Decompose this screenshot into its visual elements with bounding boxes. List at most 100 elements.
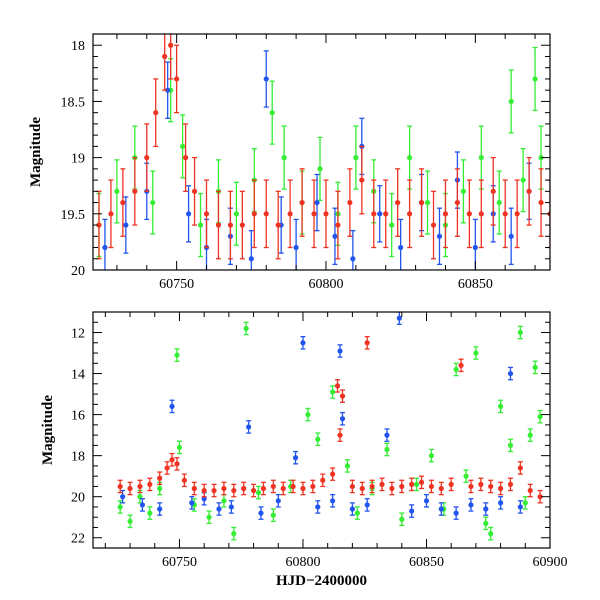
data-point	[520, 177, 526, 183]
data-point	[181, 477, 187, 483]
data-point	[497, 403, 504, 409]
data-point	[201, 496, 207, 502]
data-point	[153, 110, 159, 116]
data-point	[169, 403, 175, 409]
data-point	[293, 244, 299, 251]
data-point	[132, 188, 138, 194]
data-point	[164, 465, 170, 471]
y-axis-label: Magnitude	[40, 395, 56, 465]
data-point	[280, 485, 286, 492]
x-tick-label: 60800	[308, 277, 343, 292]
data-point	[231, 531, 237, 537]
data-point	[139, 502, 146, 508]
data-point	[407, 211, 413, 217]
data-point	[350, 256, 356, 262]
data-point	[168, 42, 174, 48]
data-point	[117, 504, 123, 510]
data-point	[315, 436, 321, 442]
data-point	[538, 199, 544, 206]
data-point	[180, 143, 186, 149]
data-point	[185, 211, 192, 217]
data-point	[258, 510, 264, 516]
data-point	[463, 473, 469, 479]
data-point	[96, 222, 102, 228]
data-point	[339, 393, 346, 399]
data-point	[454, 199, 461, 206]
data-point	[335, 222, 341, 228]
data-point	[359, 485, 365, 492]
series-2	[96, 34, 550, 260]
data-point	[221, 485, 227, 492]
data-point	[436, 233, 443, 239]
x-tick-label: 60800	[285, 555, 320, 570]
y-tick-label: 14	[71, 368, 85, 383]
x-axis-label: HJD−2400000	[276, 573, 367, 589]
data-point	[108, 211, 114, 217]
data-point	[246, 424, 252, 430]
series-1	[102, 50, 532, 270]
plot-frame	[92, 33, 551, 271]
data-point	[496, 199, 502, 206]
data-point	[399, 516, 405, 522]
data-point	[117, 483, 123, 490]
data-point	[251, 211, 257, 217]
data-point	[162, 53, 168, 60]
data-point	[460, 188, 466, 194]
data-point	[438, 506, 444, 512]
y-tick-label: 19.5	[61, 208, 86, 223]
data-point	[508, 98, 514, 105]
data-point	[147, 510, 153, 516]
data-point	[157, 475, 163, 481]
x-tick-label: 60850	[409, 555, 444, 570]
data-point	[320, 477, 326, 483]
data-point	[221, 498, 227, 504]
data-point	[211, 487, 217, 494]
data-point	[197, 222, 204, 228]
data-point	[488, 483, 494, 490]
data-point	[120, 494, 126, 500]
series-1	[120, 312, 523, 520]
series-0	[117, 321, 543, 541]
data-point	[290, 483, 296, 490]
data-point	[537, 494, 543, 500]
data-point	[344, 463, 351, 469]
data-point	[339, 416, 346, 422]
data-point	[517, 465, 523, 471]
y-tick-label: 16	[71, 409, 85, 424]
y-tick-label: 20	[71, 491, 85, 506]
data-point	[165, 87, 171, 93]
y-tick-label: 19	[71, 152, 85, 167]
data-point	[453, 510, 459, 516]
data-point	[478, 211, 484, 217]
data-point	[337, 432, 343, 438]
data-point	[532, 76, 538, 82]
data-point	[250, 487, 257, 494]
data-point	[287, 211, 293, 217]
y-tick-label: 18.5	[61, 95, 86, 110]
data-point	[532, 364, 538, 371]
data-point	[379, 481, 385, 487]
data-point	[409, 481, 415, 487]
data-point	[260, 485, 267, 492]
data-point	[478, 155, 484, 161]
data-point	[522, 500, 528, 506]
data-point	[255, 489, 262, 496]
data-point	[414, 481, 420, 487]
data-point	[269, 110, 275, 116]
data-point	[216, 506, 222, 512]
data-point	[144, 155, 150, 161]
y-tick-label: 18	[71, 450, 85, 465]
data-point	[189, 500, 195, 506]
data-point	[157, 506, 163, 512]
data-point	[507, 442, 514, 448]
data-point	[330, 471, 336, 477]
data-point	[488, 531, 494, 537]
data-point	[114, 188, 120, 194]
data-point	[428, 483, 435, 490]
data-point	[507, 370, 514, 377]
data-point	[371, 211, 377, 217]
data-point	[337, 348, 343, 354]
y-tick-label: 22	[71, 532, 85, 547]
data-point	[364, 502, 370, 508]
